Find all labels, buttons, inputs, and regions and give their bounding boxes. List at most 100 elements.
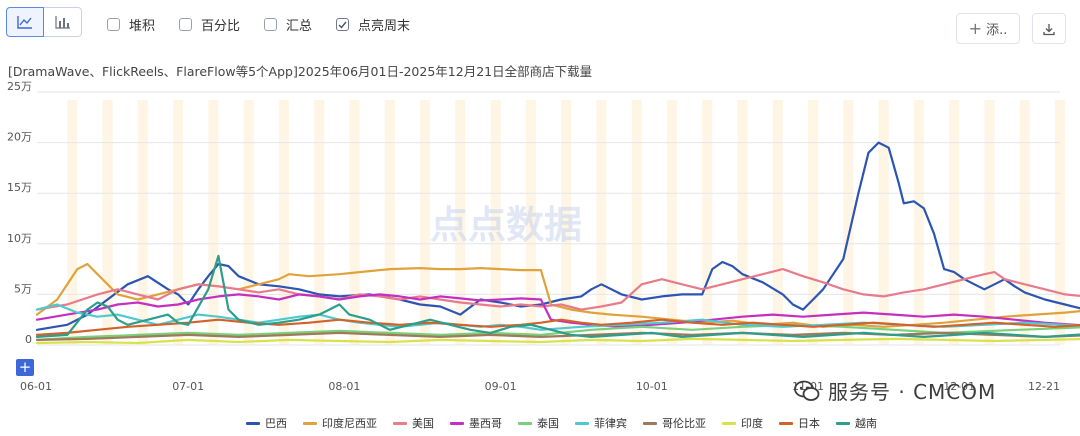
y-tick-label: 0 — [25, 333, 32, 346]
legend-label: 印度 — [741, 417, 763, 430]
weekend-band — [808, 100, 819, 345]
weekend-band — [949, 100, 960, 345]
stack-option[interactable]: 堆积 — [107, 15, 155, 34]
series-line — [35, 262, 1080, 328]
legend-item[interactable]: 日本 — [779, 415, 820, 431]
bar-chart-icon — [54, 16, 70, 29]
download-button[interactable] — [1032, 13, 1066, 44]
weekend-band — [314, 100, 325, 345]
chart-title: [DramaWave、FlickReels、FlareFlow等5个App]20… — [8, 64, 593, 79]
y-tick-label: 10万 — [7, 232, 32, 245]
legend-label: 菲律宾 — [594, 417, 627, 430]
weekend-band — [243, 100, 254, 345]
line-chart-icon — [17, 16, 32, 29]
weekend-band — [737, 100, 748, 345]
stack-label: 堆积 — [129, 19, 156, 34]
chart-legend: 巴西 印度尼西亚 美国 墨西哥 泰国 菲律宾 哥伦比亚 印度 日本 越南 — [246, 415, 893, 431]
plus-icon: + — [968, 19, 983, 38]
total-checkbox[interactable] — [264, 18, 277, 31]
stack-checkbox[interactable] — [107, 18, 120, 31]
check-icon — [338, 21, 347, 29]
legend-label: 日本 — [798, 417, 820, 430]
percent-label: 百分比 — [201, 19, 241, 34]
weekend-band — [1019, 100, 1030, 345]
weekend-checkbox[interactable] — [336, 18, 349, 31]
watermark-logo: 点点数据 — [430, 203, 582, 247]
series-line — [35, 323, 1080, 341]
weekend-band — [596, 100, 607, 345]
download-icon — [1043, 23, 1055, 35]
series-line — [35, 303, 1080, 331]
weekend-bands — [67, 100, 1066, 345]
weekend-band — [631, 100, 642, 345]
series-line — [35, 337, 1080, 345]
legend-swatch — [643, 421, 657, 425]
series-line — [35, 318, 1080, 336]
legend-item[interactable]: 哥伦比亚 — [643, 415, 706, 431]
expand-button[interactable]: + — [16, 359, 34, 376]
weekend-band — [913, 100, 924, 345]
legend-item[interactable]: 印度尼西亚 — [303, 415, 377, 431]
legend-swatch — [393, 421, 407, 425]
series-line — [35, 254, 1080, 338]
legend-swatch — [303, 421, 317, 425]
add-button[interactable]: + 添.. — [956, 13, 1020, 44]
weekend-band — [419, 100, 431, 345]
y-tick-label: 20万 — [7, 131, 32, 144]
y-tick-label: 15万 — [7, 181, 32, 194]
weekend-band — [173, 100, 184, 345]
legend-label: 墨西哥 — [469, 417, 502, 430]
weekend-band — [349, 100, 360, 345]
legend-swatch — [518, 421, 532, 425]
weekend-band — [772, 100, 783, 345]
legend-swatch — [836, 421, 850, 425]
x-tick-label: 09-01 — [485, 380, 517, 393]
y-axis-ticks: 0 5万 10万 15万 20万 25万 — [7, 80, 32, 346]
total-label: 汇总 — [286, 19, 313, 34]
legend-item[interactable]: 巴西 — [246, 415, 287, 431]
bar-chart-button[interactable] — [44, 7, 82, 37]
weekend-band — [278, 100, 289, 345]
weekend-band — [137, 100, 148, 345]
legend-item[interactable]: 泰国 — [518, 415, 559, 431]
weekend-band — [702, 100, 713, 345]
percent-checkbox[interactable] — [179, 18, 192, 31]
legend-item[interactable]: 墨西哥 — [450, 415, 502, 431]
wechat-icon — [794, 380, 820, 401]
legend-swatch — [722, 421, 736, 425]
weekend-band — [384, 100, 395, 345]
legend-item[interactable]: 菲律宾 — [575, 415, 627, 431]
x-tick-label: 12-21 — [1028, 380, 1060, 393]
percent-option[interactable]: 百分比 — [179, 15, 240, 34]
series-line — [35, 293, 1080, 328]
legend-label: 越南 — [855, 417, 877, 430]
weekend-band — [525, 100, 536, 345]
weekend-band — [561, 100, 572, 345]
line-chart-button[interactable] — [6, 7, 44, 37]
x-tick-label: 06-01 — [20, 380, 52, 393]
legend-label: 哥伦比亚 — [662, 417, 706, 430]
legend-label: 印度尼西亚 — [322, 417, 377, 430]
total-option[interactable]: 汇总 — [264, 15, 312, 34]
weekend-band — [984, 100, 995, 345]
x-tick-label: 12-01 — [943, 380, 975, 393]
weekend-band — [455, 100, 466, 345]
chart-toolbar: 堆积 百分比 汇总 点亮周末 + 添.. — [6, 7, 1076, 44]
y-tick-label: 25万 — [7, 80, 32, 93]
watermark: 服务号 · CMCOM — [794, 376, 996, 405]
weekend-band — [843, 100, 854, 345]
weekend-option[interactable]: 点亮周末 — [336, 15, 410, 34]
series-lines — [35, 141, 1080, 345]
legend-swatch — [575, 421, 589, 425]
legend-label: 巴西 — [265, 417, 287, 430]
y-tick-label: 5万 — [14, 282, 32, 295]
legend-item[interactable]: 美国 — [393, 415, 434, 431]
legend-swatch — [779, 421, 793, 425]
weekend-band — [878, 100, 889, 345]
legend-item[interactable]: 越南 — [836, 415, 877, 431]
legend-item[interactable]: 印度 — [722, 415, 763, 431]
legend-label: 泰国 — [537, 417, 559, 430]
watermark-account: 服务号 · CMCOM — [828, 380, 997, 404]
watermark-logo-text: 点点数据 — [430, 203, 582, 247]
